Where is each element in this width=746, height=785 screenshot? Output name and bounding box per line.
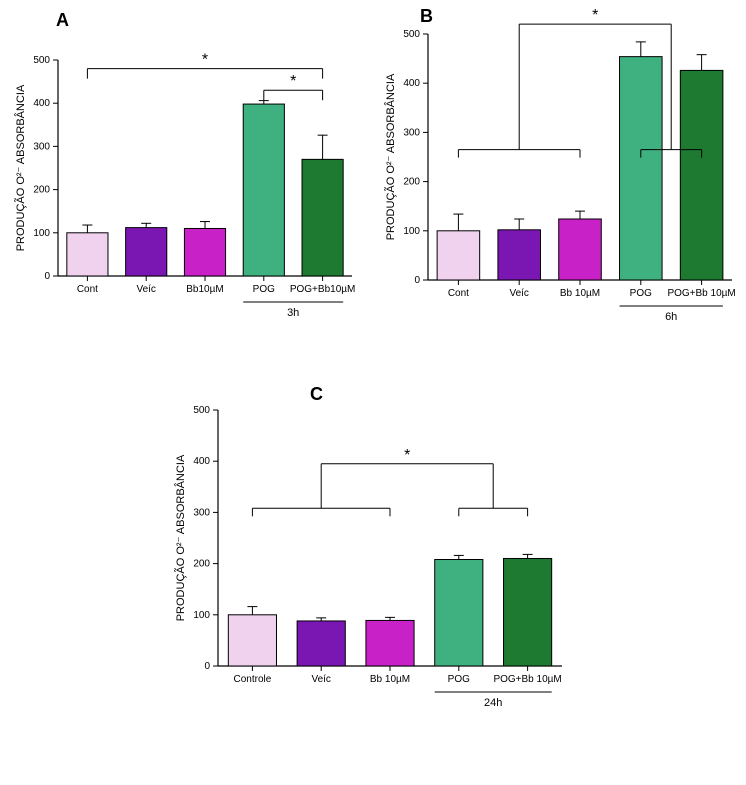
bar <box>243 104 284 276</box>
y-tick-label: 300 <box>193 507 210 518</box>
significance-star: * <box>404 447 410 464</box>
y-tick-label: 500 <box>33 55 50 66</box>
group-label: 3h <box>287 307 299 319</box>
bar <box>437 231 480 280</box>
category-label: POG <box>448 674 470 685</box>
group-label: 6h <box>665 311 677 323</box>
category-label: Cont <box>448 288 469 299</box>
bar <box>559 219 602 280</box>
y-tick-label: 400 <box>33 98 50 109</box>
category-label: Bb 10µM <box>370 674 410 685</box>
y-tick-label: 200 <box>193 559 210 570</box>
category-label: POG <box>630 288 652 299</box>
bar <box>366 620 414 666</box>
y-tick-label: 500 <box>403 29 420 40</box>
significance-star: * <box>592 7 598 24</box>
y-axis-title: PRODUÇÃO O²⁻ ABSORBÂNCIA <box>174 454 187 621</box>
bar <box>67 233 108 276</box>
y-tick-label: 400 <box>403 78 420 89</box>
significance-star: * <box>290 73 296 90</box>
y-tick-label: 300 <box>33 141 50 152</box>
category-label: Veíc <box>311 674 330 685</box>
panel-a-label: A <box>56 10 69 31</box>
category-label: POG <box>253 284 275 295</box>
category-label: POG+Bb 10µM <box>493 674 561 685</box>
bar <box>680 70 723 280</box>
category-label: Veíc <box>509 288 528 299</box>
y-tick-label: 200 <box>403 177 420 188</box>
y-axis-title: PRODUÇÃO O²⁻ ABSORBÂNCIA <box>14 84 27 251</box>
bar <box>297 621 345 666</box>
category-label: Controle <box>233 674 271 685</box>
bar <box>435 560 483 666</box>
bar <box>126 228 167 276</box>
category-label: Veíc <box>136 284 155 295</box>
y-tick-label: 0 <box>204 661 210 672</box>
category-label: Bb10µM <box>186 284 223 295</box>
significance-star: * <box>202 52 208 69</box>
y-tick-label: 400 <box>193 456 210 467</box>
category-label: Cont <box>77 284 98 295</box>
bar <box>504 558 552 666</box>
group-label: 24h <box>484 697 502 709</box>
y-axis-title: PRODUÇÃO O²⁻ ABSORBÂNCIA <box>384 73 397 240</box>
bar <box>228 615 276 666</box>
bar <box>302 159 343 276</box>
y-tick-label: 300 <box>403 127 420 138</box>
y-tick-label: 200 <box>33 185 50 196</box>
category-label: POG+Bb 10µM <box>667 288 735 299</box>
y-tick-label: 100 <box>33 228 50 239</box>
y-tick-label: 0 <box>44 271 50 282</box>
y-tick-label: 500 <box>193 405 210 416</box>
y-tick-label: 0 <box>414 275 420 286</box>
category-label: POG+Bb10µM <box>290 284 356 295</box>
bar <box>620 57 663 280</box>
chart-c: PRODUÇÃO O²⁻ ABSORBÂNCIA 0 100 200 300 400 500… <box>170 380 570 720</box>
chart-a: PRODUÇÃO O²⁻ ABSORBÂNCIA 0 100 200 300 400 500… <box>10 30 360 330</box>
category-label: Bb 10µM <box>560 288 600 299</box>
y-tick-label: 100 <box>193 610 210 621</box>
bar <box>184 228 225 276</box>
y-tick-label: 100 <box>403 226 420 237</box>
chart-b: PRODUÇÃO O²⁻ ABSORBÂNCIA 0 100 200 300 400 500… <box>380 4 740 334</box>
bar <box>498 230 541 280</box>
